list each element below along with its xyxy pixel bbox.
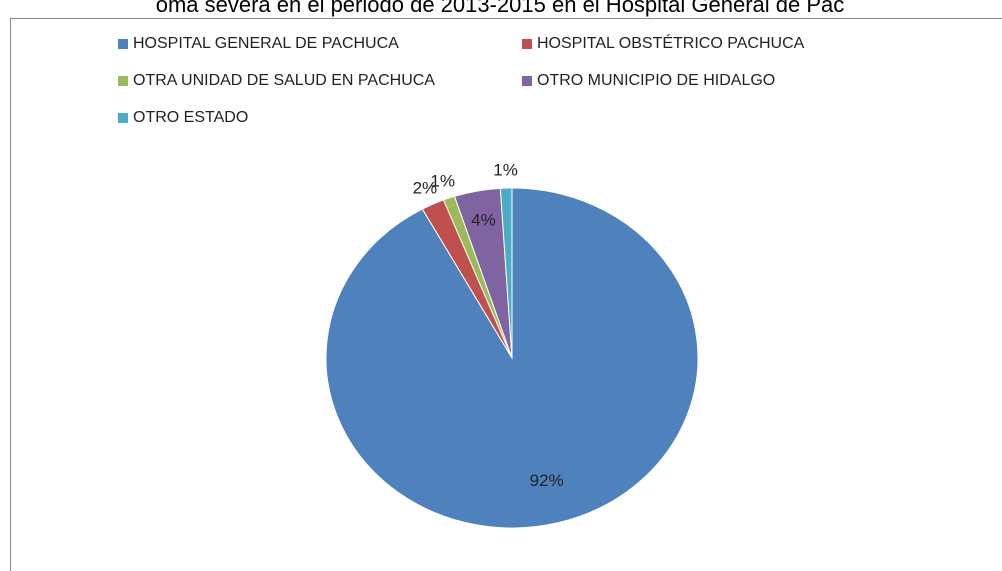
- chart-title: oma severa en el periodo de 2013-2015 en…: [156, 0, 845, 17]
- legend-swatch: [118, 113, 128, 123]
- data-label: 92%: [530, 471, 564, 490]
- legend-label: OTRO MUNICIPIO DE HIDALGO: [537, 72, 775, 89]
- legend-label: HOSPITAL OBSTÉTRICO PACHUCA: [537, 33, 805, 52]
- legend-swatch: [118, 76, 128, 86]
- legend-label: OTRO ESTADO: [133, 109, 248, 126]
- data-label: 2%: [413, 178, 438, 197]
- legend-label: OTRA UNIDAD DE SALUD EN PACHUCA: [133, 72, 435, 89]
- legend-swatch: [118, 39, 128, 49]
- data-label: 4%: [471, 211, 496, 230]
- legend-swatch: [522, 76, 532, 86]
- legend-label: HOSPITAL GENERAL DE PACHUCA: [133, 35, 399, 52]
- legend-swatch: [522, 39, 532, 49]
- data-label: 1%: [430, 172, 455, 191]
- data-label: 1%: [493, 161, 518, 180]
- pie-slice: [499, 187, 513, 359]
